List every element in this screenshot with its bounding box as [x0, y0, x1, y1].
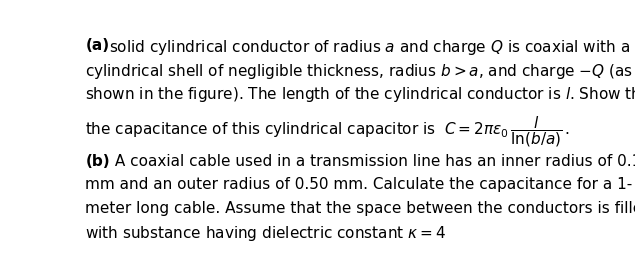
Text: (b): (b) — [85, 154, 110, 169]
Text: meter long cable. Assume that the space between the conductors is filled: meter long cable. Assume that the space … — [85, 200, 635, 215]
Text: (a): (a) — [85, 38, 109, 53]
Text: A coaxial cable used in a transmission line has an inner radius of 0.10: A coaxial cable used in a transmission l… — [110, 154, 635, 169]
Text: shown in the figure). The length of the cylindrical conductor is $l$. Show that: shown in the figure). The length of the … — [85, 85, 635, 104]
Text: mm and an outer radius of 0.50 mm. Calculate the capacitance for a 1-: mm and an outer radius of 0.50 mm. Calcu… — [85, 177, 632, 192]
Text: solid cylindrical conductor of radius $a$ and charge $Q$ is coaxial with a: solid cylindrical conductor of radius $a… — [109, 38, 631, 57]
Text: with substance having dielectric constant $\kappa = 4$: with substance having dielectric constan… — [85, 224, 446, 243]
Text: the capacitance of this cylindrical capacitor is  $C = 2\pi\varepsilon_0\,\dfrac: the capacitance of this cylindrical capa… — [85, 115, 570, 149]
Text: cylindrical shell of negligible thickness, radius $b > a$, and charge $-Q$ (as: cylindrical shell of negligible thicknes… — [85, 62, 633, 81]
